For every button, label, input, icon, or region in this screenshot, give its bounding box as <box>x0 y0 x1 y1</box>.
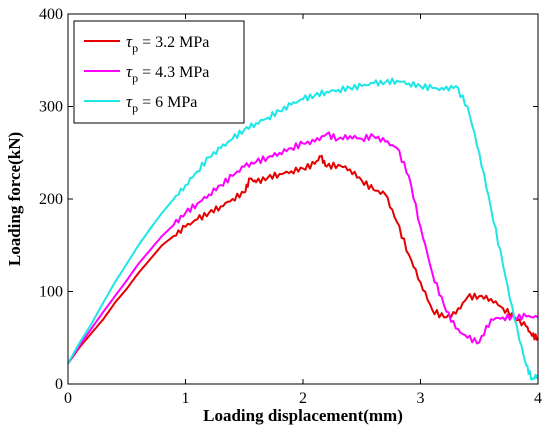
x-tick-label: 0 <box>64 390 72 407</box>
legend-label: = 6 MPa <box>142 94 197 111</box>
legend-symbol: τ <box>126 92 133 111</box>
x-tick-label: 3 <box>417 390 425 407</box>
y-tick-label: 400 <box>39 6 63 23</box>
ticks-layer: 0 1 2 3 4 0 100 200 300 400 <box>39 6 542 407</box>
y-tick-label: 100 <box>39 284 63 301</box>
series-layer <box>67 77 539 381</box>
y-tick-label: 200 <box>39 191 63 208</box>
series-line-3 <box>67 77 539 381</box>
legend-symbol: τ <box>126 32 133 51</box>
legend-label: = 4.3 MPa <box>142 64 209 81</box>
series-line-1 <box>67 154 539 365</box>
x-tick-label: 2 <box>299 390 307 407</box>
y-tick-label: 0 <box>55 376 63 393</box>
x-axis-title: Loading displacement(mm) <box>203 406 403 425</box>
legend-label: = 3.2 MPa <box>142 34 209 51</box>
legend-symbol: τ <box>126 62 133 81</box>
x-tick-label: 1 <box>182 390 190 407</box>
y-tick-label: 300 <box>39 99 63 116</box>
legend-subscript: p <box>132 71 138 85</box>
series-line-2 <box>67 131 539 365</box>
legend-entry-1: τp = 3.2 MPa <box>126 32 209 55</box>
legend-entry-3: τp = 6 MPa <box>126 92 197 115</box>
y-axis-title: Loading force(kN) <box>5 132 24 266</box>
x-tick-label: 4 <box>534 390 542 407</box>
legend-subscript: p <box>132 41 138 55</box>
legend-subscript: p <box>132 101 138 115</box>
legend-entry-2: τp = 4.3 MPa <box>126 62 209 85</box>
